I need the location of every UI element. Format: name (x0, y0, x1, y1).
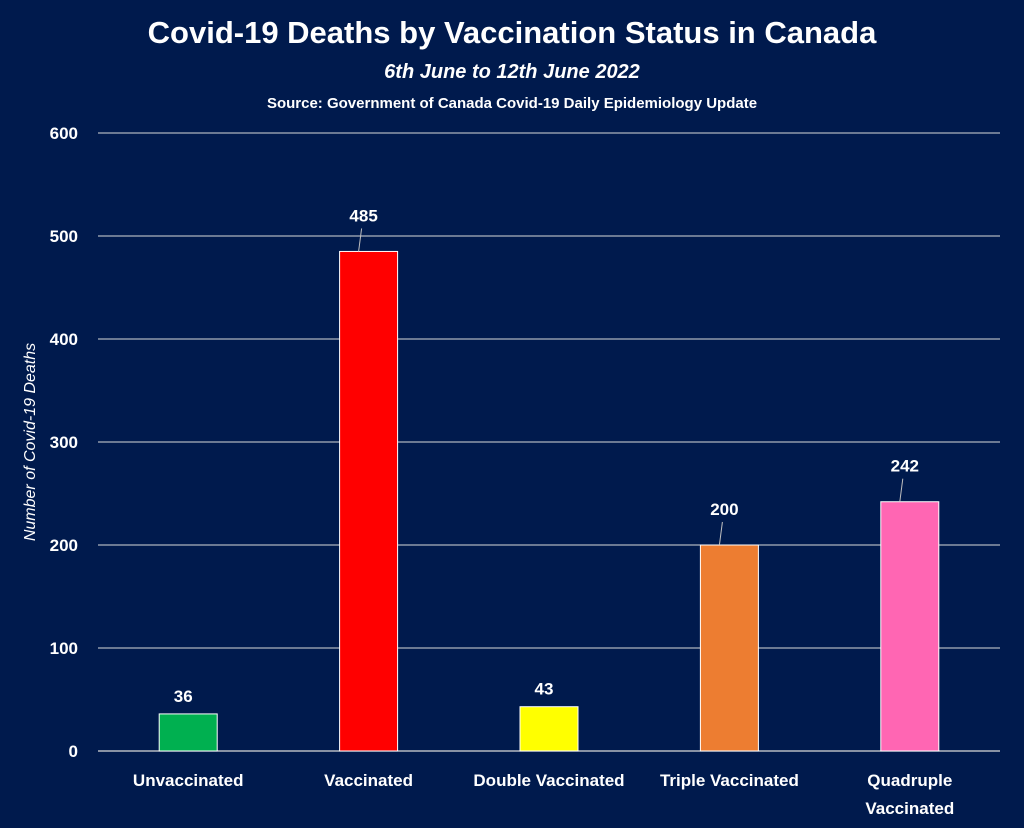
data-label: 36 (174, 687, 193, 706)
y-tick-label: 300 (50, 433, 78, 452)
data-label: 200 (710, 500, 738, 519)
x-tick-label: Vaccinated (324, 771, 413, 790)
chart-title: Covid-19 Deaths by Vaccination Status in… (148, 15, 877, 50)
chart-source: Source: Government of Canada Covid-19 Da… (267, 95, 757, 112)
x-tick-label: Unvaccinated (133, 771, 244, 790)
x-tick-labels: Unvaccinated Vaccinated Double Vaccinated T… (133, 771, 954, 818)
bars (158, 250, 940, 752)
y-tick-label: 400 (50, 330, 78, 349)
data-label-leader (358, 228, 363, 252)
gridlines (98, 132, 1000, 752)
y-axis-label: Number of Covid-19 Deaths (22, 343, 39, 541)
data-label: 43 (535, 680, 554, 699)
x-tick-label: Quadruple Vaccinated (865, 771, 954, 818)
data-label-leader (718, 521, 723, 546)
data-labels: 36 485 43 200 242 (174, 206, 919, 705)
data-label: 485 (349, 206, 377, 225)
y-tick-label: 600 (50, 124, 78, 143)
chart-subtitle: 6th June to 12th June 2022 (384, 61, 640, 83)
y-tick-labels: 0 100 200 300 400 500 600 (50, 124, 78, 761)
bar (699, 544, 759, 752)
y-tick-label: 200 (50, 536, 78, 555)
data-label: 242 (891, 457, 919, 476)
y-tick-label: 100 (50, 639, 78, 658)
y-tick-label: 500 (50, 227, 78, 246)
bar (880, 501, 940, 752)
bar (339, 250, 399, 752)
data-label-leader (899, 478, 904, 502)
x-tick-label: Double Vaccinated (473, 771, 624, 790)
y-tick-label: 0 (69, 742, 78, 761)
bar (519, 706, 579, 752)
bar (158, 713, 218, 752)
x-tick-label: Triple Vaccinated (660, 771, 799, 790)
